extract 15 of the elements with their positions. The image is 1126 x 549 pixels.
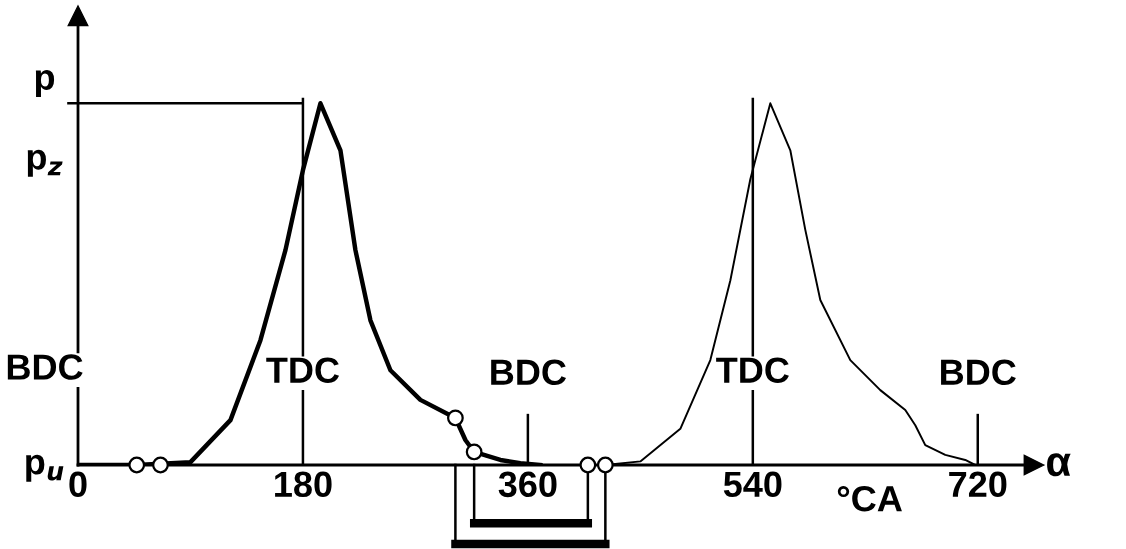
x-axis-title: α — [1047, 453, 1071, 477]
x-tick-label: 540 — [723, 471, 782, 498]
text: °CA — [837, 485, 902, 512]
x-tick-label: 720 — [949, 471, 1007, 498]
annotation: BDC — [7, 354, 83, 380]
ref-line-label: BDC — [941, 359, 1016, 386]
ref-line-label: BDC — [491, 359, 567, 386]
text: p$_{z}$ — [27, 149, 63, 177]
x-tick-label: 0 — [69, 471, 87, 498]
x-tick-label: 180 — [275, 471, 332, 498]
ref-line-label: TDC — [716, 357, 789, 383]
ref-line-label: TDC — [266, 357, 340, 383]
text: p$_{u}$ — [26, 454, 64, 482]
x-tick-label: 360 — [498, 471, 557, 498]
y-axis-title: p — [35, 70, 55, 98]
